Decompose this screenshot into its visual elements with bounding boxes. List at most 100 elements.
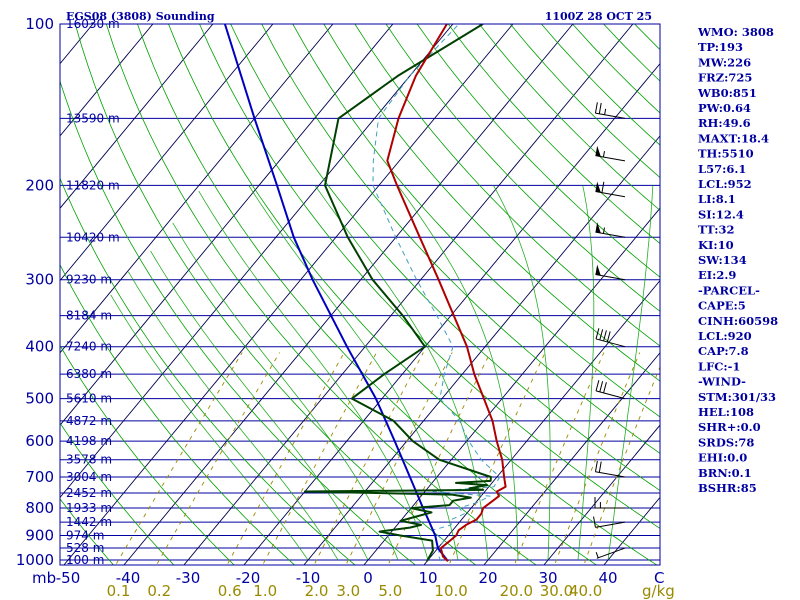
height-label: 3578 m [66, 453, 112, 467]
dry-adiabat-line [261, 24, 660, 454]
pressure-tick-label: 900 [25, 526, 54, 544]
wind-barb-staff [595, 521, 626, 528]
wind-barb-half-feather [602, 151, 605, 158]
temperature-tick-label: -30 [176, 569, 201, 587]
moist-adiabat-line [397, 185, 519, 560]
index-readout: WB0:851 [697, 86, 757, 100]
index-readout: FRZ:725 [698, 71, 752, 85]
temperature-tick-label: 30 [538, 569, 557, 587]
isotherm-line [123, 24, 574, 565]
height-label: 9230 m [66, 273, 112, 287]
index-readout: CAPE:5 [698, 299, 746, 313]
moist-adiabat-line [150, 250, 369, 561]
isotherm-line [60, 24, 274, 282]
wind-barb-pennant [595, 145, 601, 157]
dry-adiabat-line [60, 344, 235, 565]
plot-frame [59, 23, 661, 566]
isotherm-line [303, 135, 660, 565]
dry-adiabat-line [60, 498, 114, 565]
moist-adiabat-line [493, 185, 551, 560]
wind-barb [595, 264, 626, 281]
mixing-ratio-line [262, 352, 377, 565]
wind-barb-staff [596, 547, 626, 559]
wind-barb-half-feather [602, 227, 605, 234]
mixing-ratio-line [155, 352, 280, 565]
height-label: 2452 m [66, 486, 112, 500]
parcel-trace-line [223, 24, 449, 562]
height-label: 16030 m [66, 17, 120, 31]
isotherm-line [543, 424, 660, 565]
dry-adiabat-line [230, 24, 660, 491]
mixing-ratio-tick-label: 40.0 [569, 582, 602, 600]
dry-adiabat-line [199, 24, 660, 529]
wind-barb [595, 145, 626, 162]
isotherm-line [423, 279, 660, 565]
wind-barb-feather [599, 381, 604, 393]
isotherm-line [243, 62, 660, 565]
wind-barb [595, 380, 626, 400]
index-readout: SHR+:0.0 [698, 420, 761, 434]
isotherm-line [0, 24, 33, 571]
height-label: 100 m [66, 553, 104, 567]
mixing-ratio-unit-label: g/kg [642, 582, 675, 600]
wind-barb-staff [595, 471, 626, 478]
index-readout: TT:32 [698, 223, 735, 237]
wind-barb-staff [595, 274, 626, 281]
wind-barb-feather [595, 328, 600, 340]
index-readout: LI:8.1 [698, 192, 736, 206]
wind-barb-feather [595, 380, 600, 392]
pressure-tick-label: 1000 [16, 551, 54, 569]
wind-barb [594, 497, 625, 509]
mixing-ratio-tick-label: 1.0 [253, 582, 277, 600]
mixing-ratio-line [513, 352, 605, 565]
pressure-tick-label: 600 [25, 432, 54, 450]
moist-adiabat-line [248, 185, 459, 561]
pressure-tick-label: 400 [25, 338, 54, 356]
dry-adiabat-line [60, 79, 416, 565]
dry-adiabat-line [354, 24, 660, 347]
mixing-ratio-tick-label: 0.1 [107, 582, 131, 600]
dry-adiabat-line [323, 24, 660, 382]
mixing-ratio-tick-label: 10.0 [434, 582, 467, 600]
height-label: 7240 m [66, 340, 112, 354]
dry-adiabat-line [60, 177, 356, 565]
index-readout: PW:0.64 [698, 101, 751, 115]
mixing-ratio-line [313, 352, 424, 565]
isotherm-line [60, 24, 454, 499]
wind-barb-staff [595, 112, 626, 119]
dry-adiabat-line [137, 24, 598, 565]
isotherm-line [183, 24, 634, 565]
height-label: 6380 m [66, 367, 112, 381]
mixing-ratio-tick-label: 2.0 [305, 582, 329, 600]
index-readout: LFC:-1 [698, 359, 740, 373]
dewpoint-line [303, 24, 492, 562]
mixing-ratio-tick-label: 3.0 [336, 582, 360, 600]
moist-adiabat-line [577, 185, 595, 561]
pressure-unit-label: mb [32, 569, 56, 587]
index-readout: HEL:108 [698, 405, 754, 419]
pressure-tick-label: 200 [25, 176, 54, 194]
index-readout: EI:2.9 [698, 268, 736, 282]
temperature-tick-label: 40 [598, 569, 617, 587]
dry-adiabat-line [168, 24, 658, 565]
temperature-tick-label: -40 [116, 569, 141, 587]
wind-barb-feather [598, 461, 602, 473]
index-readout: BSHR:85 [698, 481, 757, 495]
temperature-tick-label: 0 [363, 569, 373, 587]
wind-barb-feather [603, 382, 607, 394]
pressure-tick-label: 100 [25, 15, 54, 33]
height-label: 13590 m [66, 111, 120, 125]
moist-adiabat-line [172, 222, 399, 561]
wind-barb-feather [594, 102, 598, 114]
temperature-tick-label: 20 [478, 569, 497, 587]
mixing-ratio-tick-label: 30.0 [540, 582, 573, 600]
moist-adiabat-line [128, 271, 339, 561]
index-readout: SRDS:78 [698, 435, 754, 449]
pressure-tick-label: 800 [25, 499, 54, 517]
pressure-tick-label: 300 [25, 271, 54, 289]
wind-barb-staff [595, 231, 626, 238]
height-label: 3004 m [66, 470, 112, 484]
index-readout: -PARCEL- [698, 283, 760, 297]
dry-adiabat-line [60, 263, 296, 565]
